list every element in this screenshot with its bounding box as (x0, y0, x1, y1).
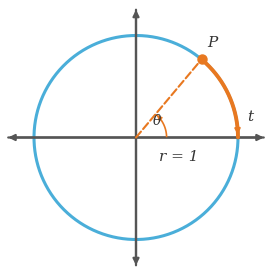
Text: θ: θ (152, 114, 161, 128)
Text: t: t (247, 110, 253, 124)
Text: r = 1: r = 1 (159, 150, 199, 164)
Text: P: P (208, 36, 218, 50)
